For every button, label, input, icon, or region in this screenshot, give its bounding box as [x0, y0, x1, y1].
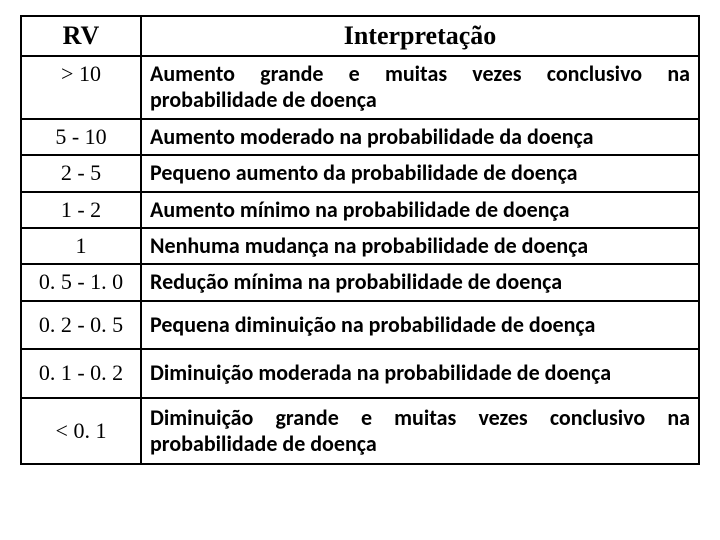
rv-value: 1 - 2 — [21, 192, 141, 228]
rv-value: 0. 2 - 0. 5 — [21, 301, 141, 349]
table-header-row: RV Interpretação — [21, 16, 699, 56]
interpretation-value: Redução mínima na probabilidade de doenç… — [141, 264, 699, 300]
interpretation-value: Diminuição moderada na probabilidade de … — [141, 349, 699, 397]
table-row: < 0. 1 Diminuição grande e muitas vezes … — [21, 398, 699, 465]
rv-value: 0. 5 - 1. 0 — [21, 264, 141, 300]
table-row: 2 - 5 Pequeno aumento da probabilidade d… — [21, 155, 699, 191]
header-interpretation: Interpretação — [141, 16, 699, 56]
rv-value: < 0. 1 — [21, 398, 141, 465]
rv-value: 2 - 5 — [21, 155, 141, 191]
interpretation-value: Aumento moderado na probabilidade da doe… — [141, 119, 699, 155]
rv-value: > 10 — [21, 56, 141, 119]
interpretation-value: Diminuição grande e muitas vezes conclus… — [141, 398, 699, 465]
header-rv: RV — [21, 16, 141, 56]
rv-value: 0. 1 - 0. 2 — [21, 349, 141, 397]
rv-value: 1 — [21, 228, 141, 264]
interpretation-value: Nenhuma mudança na probabilidade de doen… — [141, 228, 699, 264]
table-row: 0. 2 - 0. 5 Pequena diminuição na probab… — [21, 301, 699, 349]
interpretation-value: Aumento grande e muitas vezes conclusivo… — [141, 56, 699, 119]
interpretation-value: Pequena diminuição na probabilidade de d… — [141, 301, 699, 349]
interpretation-table: RV Interpretação > 10 Aumento grande e m… — [20, 15, 700, 465]
interpretation-value: Aumento mínimo na probabilidade de doenç… — [141, 192, 699, 228]
interpretation-value: Pequeno aumento da probabilidade de doen… — [141, 155, 699, 191]
table-row: 5 - 10 Aumento moderado na probabilidade… — [21, 119, 699, 155]
rv-value: 5 - 10 — [21, 119, 141, 155]
table-row: > 10 Aumento grande e muitas vezes concl… — [21, 56, 699, 119]
table-row: 1 Nenhuma mudança na probabilidade de do… — [21, 228, 699, 264]
table-row: 1 - 2 Aumento mínimo na probabilidade de… — [21, 192, 699, 228]
table-row: 0. 1 - 0. 2 Diminuição moderada na proba… — [21, 349, 699, 397]
table-row: 0. 5 - 1. 0 Redução mínima na probabilid… — [21, 264, 699, 300]
